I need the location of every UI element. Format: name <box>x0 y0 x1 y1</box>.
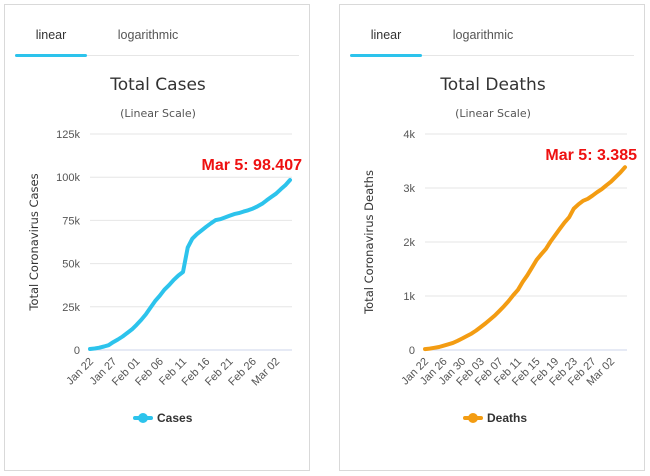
chart-title: Total Deaths <box>439 75 546 95</box>
tab-linear[interactable]: linear <box>15 5 87 57</box>
legend-marker <box>138 413 148 423</box>
scale-tabs: linear logarithmic <box>350 5 634 57</box>
y-axis-label: Total Coronavirus Cases <box>27 173 41 311</box>
series-line <box>423 165 627 352</box>
y-tick-label: 4k <box>403 129 415 141</box>
series-line <box>88 178 292 351</box>
y-tick-label: 0 <box>74 345 80 357</box>
cases-chart: Total Cases (Linear Scale) Total Coronavir… <box>27 75 302 425</box>
y-tick-label: 100k <box>56 172 80 184</box>
scale-tabs: linear logarithmic <box>15 5 299 57</box>
y-tick-label: 2k <box>403 237 415 249</box>
tab-logarithmic[interactable]: logarithmic <box>117 28 179 42</box>
deaths-chart-panel: linear logarithmic Total Deaths (Linear S… <box>339 4 645 471</box>
annotation-label: Mar 5: 98.407 <box>201 157 302 174</box>
legend-label: Cases <box>157 411 193 425</box>
annotation-label: Mar 5: 3.385 <box>545 147 637 164</box>
y-tick-label: 125k <box>56 129 80 141</box>
y-tick-label: 0 <box>409 345 415 357</box>
deaths-chart: Total Deaths (Linear Scale) Total Coronavi… <box>362 75 637 425</box>
chart-subtitle: (Linear Scale) <box>120 107 196 120</box>
tab-logarithmic[interactable]: logarithmic <box>452 28 514 42</box>
y-axis-label: Total Coronavirus Deaths <box>362 170 376 315</box>
y-tick-label: 75k <box>62 215 80 227</box>
chart-title: Total Cases <box>109 75 206 95</box>
y-tick-label: 1k <box>403 291 415 303</box>
y-tick-label: 3k <box>403 183 415 195</box>
tab-linear[interactable]: linear <box>350 5 422 57</box>
y-tick-label: 25k <box>62 302 80 314</box>
chart-subtitle: (Linear Scale) <box>455 107 531 120</box>
legend-label: Deaths <box>487 411 527 425</box>
y-tick-label: 50k <box>62 259 80 271</box>
legend-marker <box>468 413 478 423</box>
cases-chart-panel: linear logarithmic Total Cases (Linear Sc… <box>4 4 310 471</box>
